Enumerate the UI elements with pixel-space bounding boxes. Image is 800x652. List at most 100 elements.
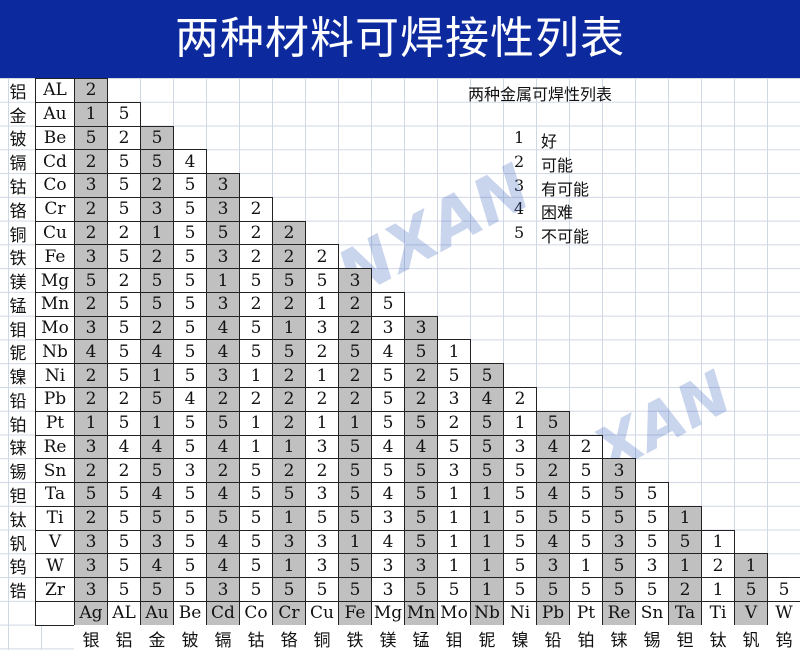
table-cell[interactable]: 5 — [305, 577, 339, 602]
table-cell[interactable]: 1 — [338, 410, 372, 436]
table-cell[interactable]: 5 — [404, 529, 438, 555]
column-header-symbol[interactable]: Pb — [536, 600, 570, 626]
table-cell[interactable]: 2 — [338, 291, 372, 317]
table-cell[interactable]: 3 — [635, 553, 669, 579]
table-cell[interactable]: 5 — [74, 482, 108, 507]
table-cell[interactable]: 5 — [503, 482, 537, 507]
table-cell[interactable]: 1 — [470, 505, 504, 531]
row-label-cn[interactable]: 铌 — [9, 344, 27, 365]
table-cell[interactable]: 5 — [173, 173, 207, 198]
table-cell[interactable]: 5 — [239, 505, 273, 531]
table-cell[interactable]: 1 — [437, 339, 471, 365]
table-cell[interactable]: 2 — [239, 244, 273, 270]
table-cell[interactable]: 2 — [74, 458, 108, 484]
table-cell[interactable]: 2 — [668, 577, 702, 602]
table-cell[interactable]: 5 — [173, 410, 207, 436]
table-cell[interactable]: 5 — [107, 291, 141, 317]
column-header-symbol[interactable]: Sn — [635, 600, 669, 626]
table-cell[interactable]: 4 — [140, 434, 174, 460]
table-cell[interactable]: 5 — [272, 482, 306, 507]
column-header-cn[interactable]: 钒 — [734, 624, 768, 652]
row-label-symbol[interactable]: Ti — [35, 505, 75, 531]
row-label-cn[interactable]: 钛 — [9, 510, 27, 531]
table-cell[interactable]: 2 — [239, 220, 273, 246]
table-cell[interactable]: 5 — [338, 577, 372, 602]
table-cell[interactable]: 5 — [272, 339, 306, 365]
table-cell[interactable]: 1 — [437, 553, 471, 579]
table-cell[interactable]: 5 — [437, 434, 471, 460]
table-cell[interactable]: 2 — [404, 387, 438, 412]
table-cell[interactable]: 5 — [239, 458, 273, 484]
table-cell[interactable]: 3 — [404, 553, 438, 579]
column-header-cn[interactable]: 钛 — [701, 624, 735, 652]
row-label-cn[interactable]: 钴 — [9, 177, 27, 198]
table-cell[interactable]: 1 — [470, 553, 504, 579]
column-header-symbol[interactable]: Cr — [272, 600, 306, 626]
table-cell[interactable]: 2 — [107, 220, 141, 246]
column-header-symbol[interactable]: Be — [173, 600, 207, 626]
table-cell[interactable]: 1 — [470, 482, 504, 507]
table-cell[interactable]: 5 — [338, 339, 372, 365]
table-cell[interactable]: 5 — [503, 458, 537, 484]
row-label-symbol[interactable]: Mo — [35, 315, 75, 341]
column-header-cn[interactable]: 铌 — [470, 624, 504, 652]
table-cell[interactable]: 4 — [371, 434, 405, 460]
table-cell[interactable]: 3 — [371, 553, 405, 579]
table-cell[interactable]: 1 — [338, 529, 372, 555]
table-cell[interactable]: 1 — [239, 434, 273, 460]
column-header-symbol[interactable]: Ta — [668, 600, 702, 626]
table-cell[interactable]: 5 — [107, 505, 141, 531]
column-header-symbol[interactable]: Pt — [569, 600, 603, 626]
row-label-symbol[interactable]: Mg — [35, 268, 75, 293]
row-label-cn[interactable]: 镍 — [9, 368, 27, 389]
column-header-symbol[interactable]: Nb — [470, 600, 504, 626]
table-cell[interactable]: 3 — [503, 434, 537, 460]
table-cell[interactable]: 5 — [404, 410, 438, 436]
table-cell[interactable]: 3 — [305, 434, 339, 460]
table-cell[interactable]: 3 — [305, 529, 339, 555]
table-cell[interactable]: 1 — [239, 410, 273, 436]
table-cell[interactable]: 5 — [107, 244, 141, 270]
table-cell[interactable]: 3 — [206, 577, 240, 602]
table-cell[interactable]: 5 — [536, 505, 570, 531]
table-cell[interactable]: 5 — [404, 482, 438, 507]
table-cell[interactable]: 2 — [140, 173, 174, 198]
table-cell[interactable]: 5 — [602, 577, 636, 602]
table-cell[interactable]: 5 — [239, 268, 273, 293]
table-cell[interactable]: 1 — [272, 434, 306, 460]
row-label-symbol[interactable]: Re — [35, 434, 75, 460]
table-cell[interactable]: 5 — [470, 434, 504, 460]
table-cell[interactable]: 1 — [140, 363, 174, 388]
table-cell[interactable]: 5 — [371, 291, 405, 317]
table-cell[interactable]: 2 — [107, 458, 141, 484]
table-cell[interactable]: 5 — [239, 315, 273, 341]
row-label-cn[interactable]: 钨 — [9, 558, 27, 579]
row-label-symbol[interactable]: W — [35, 553, 75, 579]
column-header-cn[interactable]: 铍 — [173, 624, 207, 652]
table-cell[interactable]: 2 — [239, 387, 273, 412]
table-cell[interactable]: 5 — [437, 363, 471, 388]
table-cell[interactable]: 5 — [503, 505, 537, 531]
table-cell[interactable]: 5 — [107, 196, 141, 222]
column-header-symbol[interactable]: Ag — [74, 600, 108, 626]
row-label-symbol[interactable]: AL — [35, 78, 75, 103]
table-cell[interactable]: 5 — [107, 363, 141, 388]
table-cell[interactable]: 5 — [470, 363, 504, 388]
row-label-cn[interactable]: 镉 — [9, 154, 27, 175]
row-label-cn[interactable]: 金 — [9, 106, 27, 127]
column-header-cn[interactable]: 金 — [140, 624, 174, 652]
table-cell[interactable]: 5 — [206, 220, 240, 246]
table-cell[interactable]: 5 — [140, 387, 174, 412]
table-cell[interactable]: 2 — [272, 387, 306, 412]
column-header-symbol[interactable]: AL — [107, 600, 141, 626]
column-header-cn[interactable]: 钨 — [767, 624, 800, 652]
table-cell[interactable]: 4 — [107, 434, 141, 460]
table-cell[interactable]: 2 — [305, 339, 339, 365]
table-cell[interactable]: 5 — [173, 553, 207, 579]
table-cell[interactable]: 5 — [206, 410, 240, 436]
table-cell[interactable]: 5 — [173, 315, 207, 341]
table-cell[interactable]: 5 — [635, 529, 669, 555]
table-cell[interactable]: 1 — [470, 577, 504, 602]
table-cell[interactable]: 5 — [602, 482, 636, 507]
table-cell[interactable]: 5 — [173, 244, 207, 270]
